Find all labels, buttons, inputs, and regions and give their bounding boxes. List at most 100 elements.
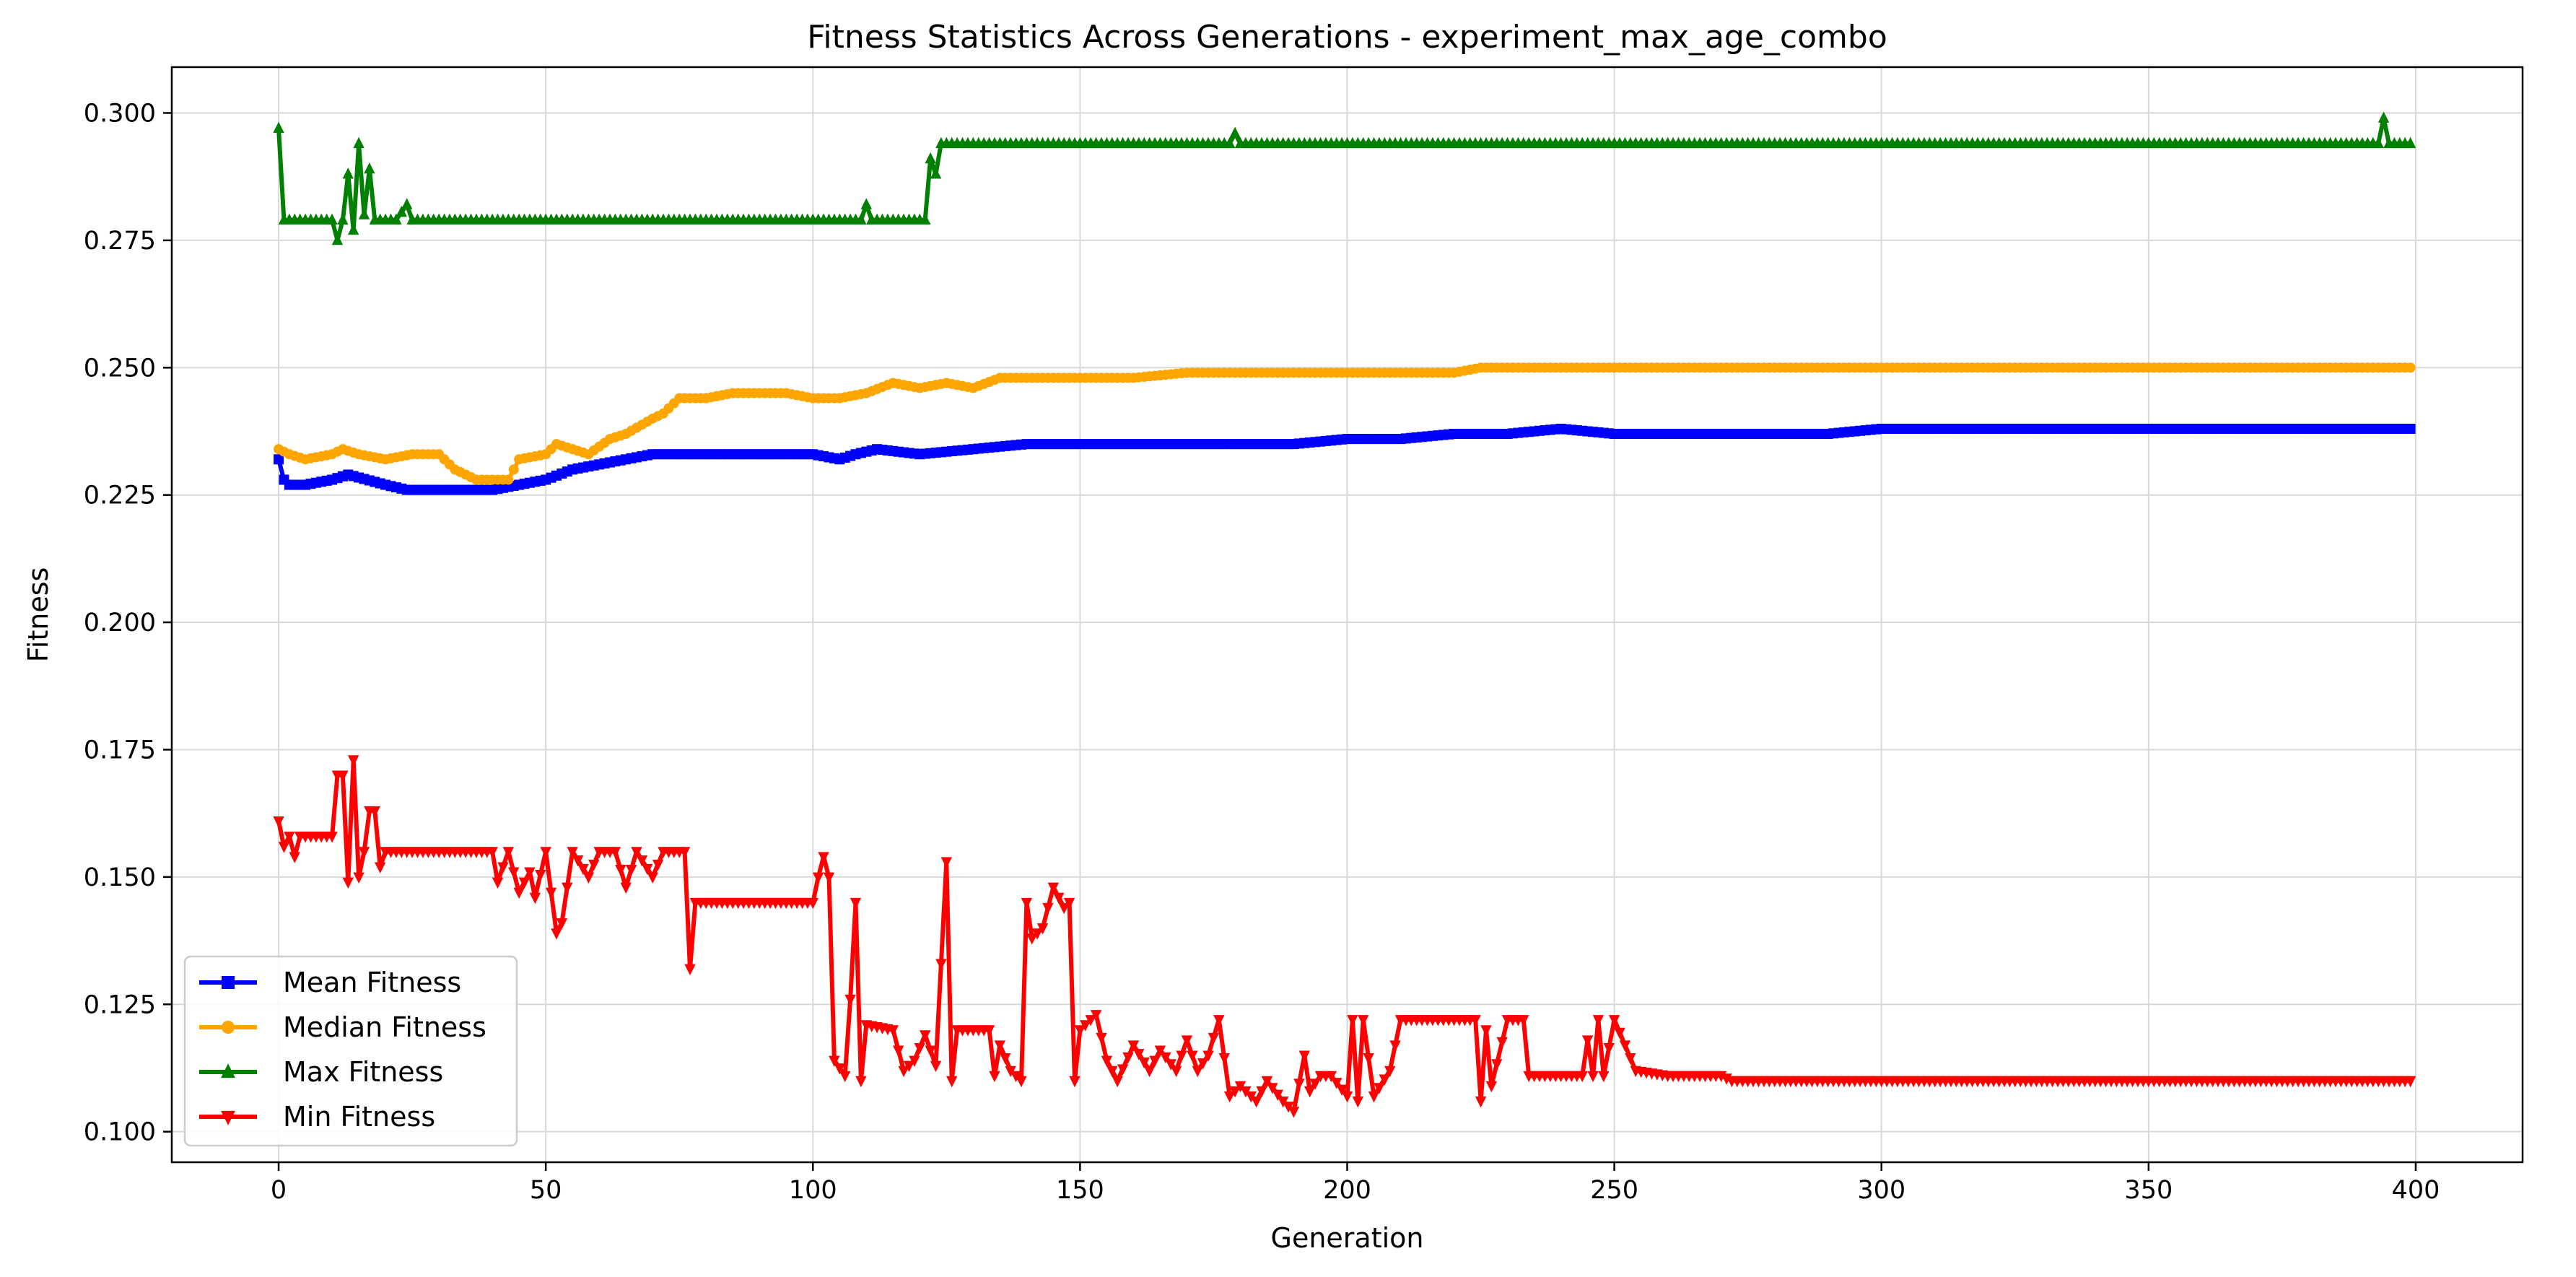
- legend-label: Max Fitness: [283, 1056, 443, 1088]
- data-point: [839, 1071, 851, 1083]
- legend-label: Min Fitness: [283, 1101, 435, 1133]
- data-point: [860, 198, 872, 209]
- data-point: [273, 816, 284, 828]
- data-point: [914, 1042, 926, 1055]
- data-point: [358, 208, 370, 219]
- y-tick-label: 0.125: [84, 990, 156, 1019]
- data-point: [930, 167, 942, 179]
- data-point: [829, 1055, 840, 1067]
- data-point: [284, 832, 295, 843]
- data-point: [898, 1065, 909, 1078]
- data-point: [1063, 897, 1075, 910]
- data-point: [855, 213, 867, 225]
- y-tick-label: 0.100: [84, 1118, 156, 1147]
- legend-entry: Max Fitness: [199, 1056, 443, 1088]
- data-point: [508, 867, 520, 879]
- data-point: [1352, 1097, 1364, 1108]
- data-point: [1213, 1015, 1225, 1027]
- data-point: [1283, 1102, 1294, 1113]
- y-tick-label: 0.300: [84, 100, 156, 128]
- data-point: [1245, 1091, 1257, 1103]
- data-point: [1240, 1086, 1252, 1098]
- data-point: [1485, 1081, 1498, 1093]
- data-point: [1576, 1071, 1588, 1083]
- data-point: [1192, 1065, 1203, 1078]
- data-point: [807, 897, 818, 910]
- series-median-fitness: [274, 362, 2416, 485]
- data-point: [1341, 1091, 1353, 1103]
- data-point: [1223, 1091, 1236, 1103]
- data-point: [278, 842, 290, 853]
- legend-box: [183, 955, 518, 1147]
- data-point: [1470, 1015, 1481, 1027]
- data-point: [529, 892, 541, 905]
- data-point: [401, 198, 413, 209]
- data-point: [1197, 1058, 1209, 1070]
- data-point: [1117, 1064, 1129, 1076]
- data-point: [374, 862, 386, 873]
- data-point: [615, 864, 626, 876]
- data-point: [920, 1030, 931, 1042]
- data-point: [1581, 1035, 1594, 1047]
- data-point: [1042, 902, 1054, 915]
- data-point: [1143, 1065, 1156, 1078]
- data-point: [1181, 1035, 1193, 1047]
- x-tick-label: 200: [1323, 1176, 1371, 1205]
- data-point: [903, 1060, 915, 1073]
- series-layer: [273, 111, 2416, 1118]
- y-tick-label: 0.175: [84, 736, 156, 764]
- data-point: [1160, 1052, 1171, 1064]
- data-point: [390, 213, 402, 225]
- data-point: [1587, 1071, 1599, 1083]
- data-point: [2405, 362, 2416, 373]
- data-point: [631, 847, 642, 858]
- data-point: [1614, 1027, 1625, 1040]
- data-point: [1363, 1053, 1374, 1065]
- data-point: [396, 205, 407, 217]
- series-max-fitness: [273, 111, 2416, 245]
- data-point: [588, 859, 600, 871]
- data-point: [1085, 1015, 1096, 1027]
- data-point: [364, 162, 375, 174]
- data-point: [342, 877, 354, 889]
- data-point: [337, 770, 349, 782]
- data-point: [844, 994, 856, 1006]
- data-point: [1202, 1050, 1214, 1062]
- data-point: [540, 847, 551, 858]
- data-point: [989, 1071, 1000, 1083]
- data-point: [1176, 1050, 1187, 1062]
- data-point: [577, 863, 589, 876]
- data-point: [1330, 1078, 1342, 1089]
- data-point: [518, 877, 531, 889]
- data-point: [1336, 1084, 1348, 1096]
- data-point: [502, 847, 515, 858]
- data-point: [556, 918, 568, 930]
- data-point: [1154, 1045, 1166, 1057]
- data-point: [609, 847, 621, 858]
- legend-entry: Median Fitness: [199, 1011, 486, 1043]
- y-tick-label: 0.275: [84, 227, 156, 256]
- data-point: [2405, 423, 2416, 434]
- data-point: [636, 855, 648, 867]
- data-point: [1165, 1059, 1176, 1071]
- legend-label: Mean Fitness: [283, 967, 461, 998]
- data-point: [1480, 1025, 1492, 1037]
- data-point: [1368, 1091, 1380, 1103]
- data-point: [1170, 1065, 1182, 1078]
- data-point: [893, 1045, 904, 1057]
- y-tick-label: 0.250: [84, 354, 156, 383]
- data-point: [1208, 1032, 1220, 1045]
- data-point: [855, 1076, 867, 1088]
- data-point: [1325, 1071, 1337, 1083]
- data-point: [535, 870, 546, 881]
- data-point: [1491, 1059, 1503, 1071]
- data-point: [1384, 1065, 1396, 1078]
- data-point: [1101, 1055, 1113, 1067]
- x-tick-label: 150: [1056, 1176, 1104, 1205]
- data-point: [1026, 933, 1038, 945]
- chart-title: Fitness Statistics Across Generations - …: [807, 19, 1887, 56]
- data-point: [486, 847, 498, 858]
- data-point: [1261, 1076, 1273, 1088]
- data-point: [642, 863, 653, 876]
